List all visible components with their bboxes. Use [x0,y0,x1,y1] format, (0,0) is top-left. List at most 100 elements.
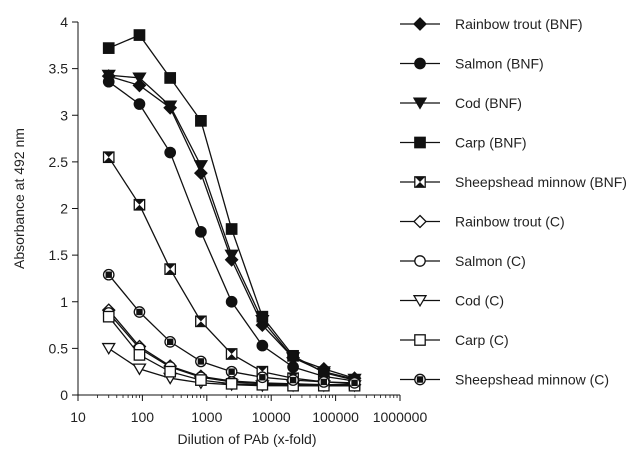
marker-x-square-bottom [226,353,237,360]
marker-square [287,349,299,362]
marker-circle-cross-core [351,379,358,387]
legend-marker [414,57,426,70]
data-point [133,98,146,110]
marker-square [225,223,238,235]
data-point [164,146,177,159]
marker-circle [133,98,146,110]
legend-label: Sheepshead minnow (BNF) [455,174,627,190]
x-tick-label: 10000 [252,409,291,425]
marker-circle-cross-core [105,271,112,278]
y-axis-label: Absorbance at 492 nm [11,128,27,269]
marker-x-square-bottom [103,157,114,163]
x-tick-label: 1000 [191,409,222,425]
data-point [102,310,115,323]
marker-triangle [132,363,147,376]
marker-square [414,334,426,346]
data-point [225,365,238,378]
data-point [101,342,116,356]
series-layer [101,29,362,393]
legend-entry: Cod (BNF) [400,95,522,111]
marker-diamond [413,214,427,229]
marker-triangle [101,69,116,82]
legend-entry: Rainbow trout (BNF) [400,16,583,32]
marker-x-square-bottom [134,204,145,210]
marker-circle-cross-core [228,368,235,375]
marker-triangle [101,342,116,356]
marker-circle [256,339,269,352]
data-point [101,69,116,82]
y-tick-label: 1.5 [49,247,69,263]
marker-circle-cross-core [136,308,143,316]
legend-label: Salmon (BNF) [455,56,544,72]
data-point [132,72,147,85]
data-point [224,249,239,262]
legend-entry: Cod (C) [400,293,504,309]
data-point [102,151,115,164]
x-tick-label: 1000000 [373,409,428,425]
marker-square [225,377,238,390]
data-point [256,310,269,323]
data-point [348,377,361,389]
data-point [133,29,146,41]
legend-label: Carp (BNF) [455,135,527,151]
legend-marker [414,176,426,188]
data-point [132,78,147,93]
marker-circle-cross-core [289,376,297,384]
y-tick-label: 0.5 [49,340,69,356]
marker-x-square-bottom [164,269,176,275]
data-point [133,198,146,211]
data-point [193,160,209,173]
data-point [164,335,177,348]
legend-entry: Sheepshead minnow (BNF) [400,174,627,190]
marker-x-square-top [103,152,114,158]
data-point [133,349,146,361]
marker-x-square-top [195,316,207,322]
marker-x-square-bottom [414,182,426,188]
marker-triangle [132,72,147,85]
data-point [256,371,269,384]
x-tick-label: 100000 [312,409,359,425]
y-tick-label: 1 [60,294,68,310]
y-tick-label: 2.5 [49,154,69,170]
marker-square [133,29,146,41]
data-point [287,374,299,386]
data-point [164,72,177,84]
marker-square [164,72,177,84]
y-tick-label: 3.5 [49,61,69,77]
data-point [132,363,147,376]
data-point [102,42,115,54]
legend-label: Cod (C) [455,293,504,309]
x-axis-label: Dilution of PAb (x-fold) [177,431,316,447]
y-tick-label: 2 [60,201,68,217]
legend: Rainbow trout (BNF) Salmon (BNF) Cod (BNF)… [400,16,627,388]
legend-marker [412,295,428,308]
marker-square [102,310,115,323]
legend-marker [413,214,427,229]
data-point [317,376,330,388]
marker-circle [414,57,426,70]
legend-label: Sheepshead minnow (C) [455,372,609,388]
data-point [164,365,177,378]
y-tick-label: 0 [60,387,68,403]
marker-triangle [193,160,209,173]
marker-x-square-top [164,263,176,270]
marker-x-square-bottom [195,321,207,327]
data-point [256,339,269,352]
data-point [195,114,207,127]
legend-marker [412,97,428,110]
marker-square [164,365,177,378]
marker-circle [225,295,238,308]
legend-marker [414,255,426,267]
data-point [225,377,238,390]
data-point [287,349,299,362]
marker-diamond [132,78,147,93]
x-tick-label: 10 [70,409,86,425]
data-point [163,100,178,113]
marker-circle [195,225,207,238]
marker-circle-cross-core [259,374,266,381]
data-point [195,355,207,368]
marker-circle-cross-core [416,376,424,383]
legend-label: Rainbow trout (C) [455,214,565,230]
marker-x-square-top [226,348,237,354]
